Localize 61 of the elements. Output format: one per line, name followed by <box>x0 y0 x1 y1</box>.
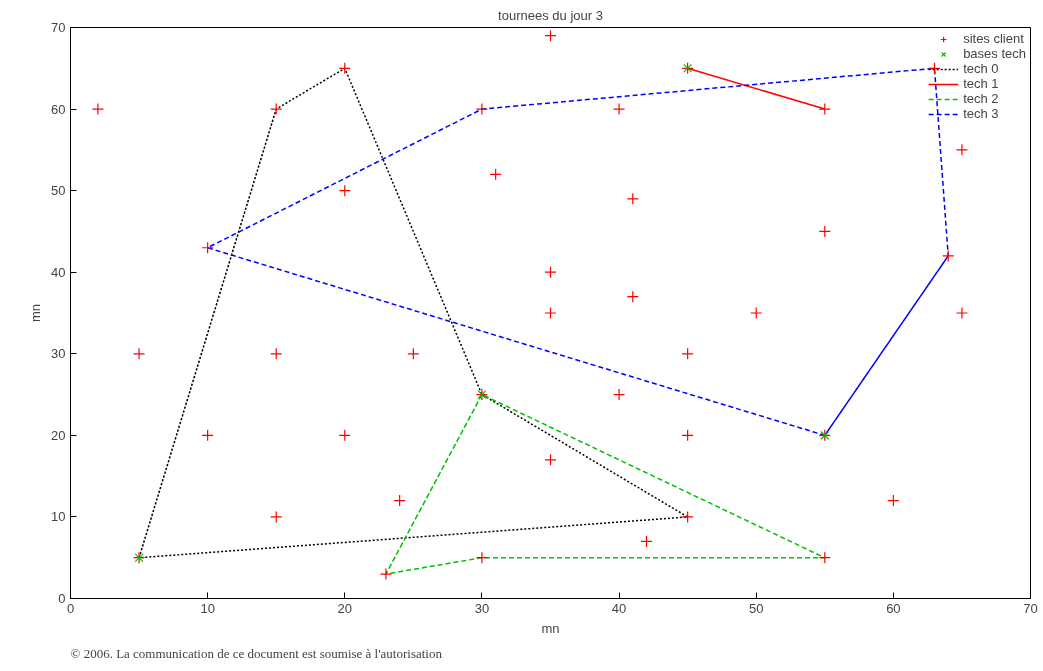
point <box>338 62 351 75</box>
y-tick-label: 30 <box>51 346 66 362</box>
point <box>407 347 420 360</box>
point <box>681 510 694 524</box>
point <box>201 429 214 442</box>
y-tick-label: 10 <box>51 509 66 525</box>
legend-label: bases tech <box>963 46 1026 61</box>
point <box>544 266 557 279</box>
x-tick-label: 40 <box>611 600 627 616</box>
point <box>955 306 969 320</box>
point <box>818 225 831 238</box>
y-tick-label: 70 <box>51 20 66 35</box>
x-axis-title: mn <box>541 620 560 636</box>
point <box>681 347 694 360</box>
point <box>270 510 283 524</box>
point <box>475 102 489 116</box>
point <box>612 388 626 401</box>
point <box>393 494 406 507</box>
y-axis-title: mn <box>28 303 44 323</box>
point <box>201 241 214 254</box>
point <box>818 102 831 116</box>
legend-label: tech 0 <box>963 61 999 76</box>
point <box>475 551 489 564</box>
point <box>928 62 941 75</box>
x-tick-label: 60 <box>886 600 901 616</box>
text: © 2006. La communication de ce document est soumise à l'autorisation <box>70 645 443 661</box>
point <box>887 494 900 507</box>
legend-label: tech 2 <box>963 91 999 106</box>
x-tick-label: 50 <box>748 600 764 616</box>
point <box>91 102 105 116</box>
point <box>270 102 283 116</box>
point <box>270 347 283 360</box>
x-tick-label: 30 <box>474 600 490 616</box>
point <box>955 143 969 156</box>
point <box>640 535 653 548</box>
point <box>750 306 763 320</box>
x-tick-label: 70 <box>1023 600 1038 616</box>
y-tick-label: 50 <box>51 183 66 199</box>
point <box>544 29 557 42</box>
y-tick-label: 60 <box>51 101 66 117</box>
chart-title: tournees du jour 3 <box>498 7 603 23</box>
point <box>489 168 502 181</box>
point <box>338 184 351 197</box>
point <box>626 290 639 303</box>
legend-label: sites client <box>963 31 1024 46</box>
x-tick-label: 10 <box>200 600 215 616</box>
legend-label: tech 1 <box>963 76 999 91</box>
point <box>379 567 393 581</box>
point <box>626 192 639 205</box>
point <box>942 249 955 262</box>
point <box>681 429 694 442</box>
point <box>544 453 557 466</box>
y-tick-label: 40 <box>51 264 66 280</box>
legend-label: tech 3 <box>963 106 999 121</box>
point <box>338 429 351 442</box>
point <box>544 306 557 320</box>
point <box>612 102 626 116</box>
point <box>818 551 831 564</box>
point <box>132 347 146 360</box>
y-tick-label: 20 <box>51 427 66 443</box>
x-tick-label: 20 <box>337 600 353 616</box>
